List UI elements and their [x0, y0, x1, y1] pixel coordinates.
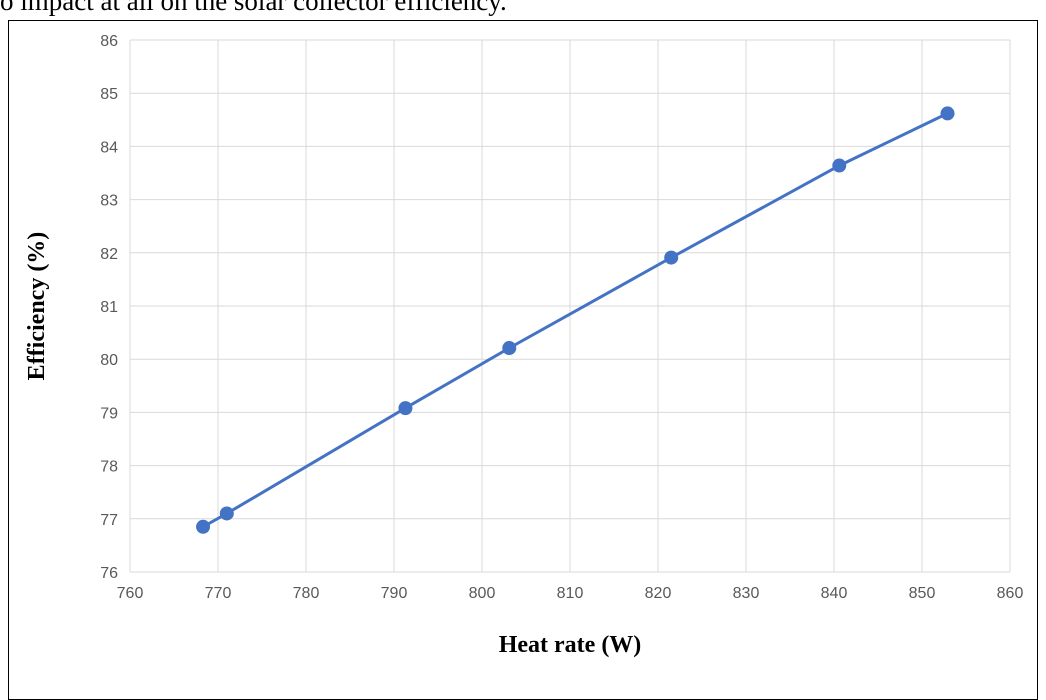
x-axis-title: Heat rate (W): [499, 632, 642, 658]
data-point-0-0: [196, 519, 211, 534]
x-tick-label-4: 800: [469, 585, 496, 602]
y-tick-label-2: 78: [100, 459, 118, 476]
grid-lines: [129, 39, 1011, 573]
y-tick-label-0: 76: [100, 565, 118, 582]
data-point-0-5: [832, 158, 847, 173]
x-tick-label-0: 760: [117, 585, 144, 602]
data-point-0-4: [664, 250, 679, 265]
x-tick-label-6: 820: [645, 585, 672, 602]
x-tick-label-2: 780: [293, 585, 320, 602]
y-axis-title: Efficiency (%): [24, 232, 50, 381]
y-tick-label-1: 77: [100, 512, 118, 529]
x-tick-label-8: 840: [821, 585, 848, 602]
data-point-0-1: [219, 506, 234, 521]
y-tick-label-3: 79: [100, 405, 118, 422]
series-layer: [196, 106, 955, 534]
x-tick-label-5: 810: [557, 585, 584, 602]
y-tick-label-4: 80: [100, 352, 118, 369]
data-point-0-6: [940, 106, 955, 121]
x-tick-label-10: 860: [997, 585, 1024, 602]
y-tick-label-6: 82: [100, 246, 118, 263]
context-text: o impact at all on the solar collector e…: [0, 0, 507, 16]
y-tick-label-5: 81: [100, 299, 118, 316]
x-tick-label-3: 790: [381, 585, 408, 602]
y-tick-label-8: 84: [100, 139, 118, 156]
x-tick-label-7: 830: [733, 585, 760, 602]
y-tick-labels: 76 77 78 79 80 81 82 83 84 85 86: [100, 33, 118, 582]
chart-frame: [8, 20, 1038, 700]
x-tick-label-9: 850: [909, 585, 936, 602]
y-tick-label-7: 83: [100, 193, 118, 210]
x-tick-label-1: 770: [205, 585, 232, 602]
series-line-0: [202, 112, 949, 529]
data-point-0-2: [398, 401, 413, 416]
data-point-0-3: [502, 341, 517, 356]
x-tick-labels: 760 770 780 790 800 810 820 830 840 850 860: [117, 585, 1024, 602]
y-tick-label-10: 86: [100, 33, 118, 50]
y-tick-label-9: 85: [100, 86, 118, 103]
